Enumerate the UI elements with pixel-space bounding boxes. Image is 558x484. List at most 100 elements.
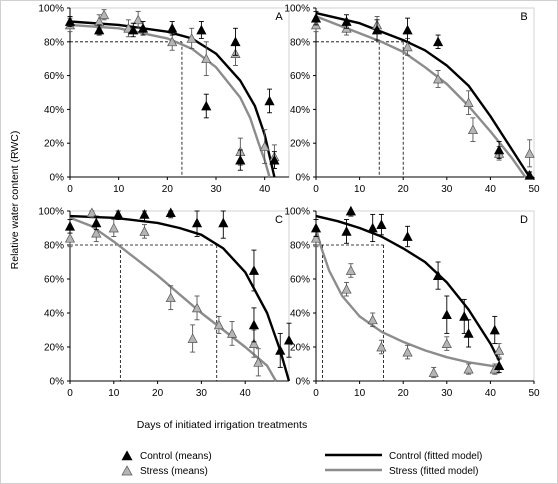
stress-mean-point [98, 9, 110, 21]
control-mean-point [139, 209, 150, 222]
control-mean-point [283, 322, 295, 358]
stress-mean-point [376, 339, 387, 355]
control-mean-point [494, 141, 505, 159]
control-mean-point [341, 14, 352, 29]
y-tick-label: 80% [44, 37, 64, 48]
x-tick-label: 30 [441, 388, 453, 399]
y-tick-label: 20% [44, 139, 64, 150]
y-tick-label: 60% [44, 275, 64, 286]
y-tick-label: 100% [284, 4, 310, 15]
x-tick-label: 0 [67, 388, 73, 399]
legend-stress-means-label: Stress (means) [140, 466, 208, 477]
x-tick-label: 0 [313, 388, 319, 399]
stress-mean-point [441, 336, 452, 351]
control-mean-point [402, 225, 413, 248]
stress-mean-point [463, 363, 474, 375]
y-tick-label: 60% [290, 71, 310, 82]
x-tick-label: 10 [113, 184, 125, 195]
control-mean-point [264, 88, 275, 114]
legend-control-means-label: Control (means) [140, 451, 212, 462]
stress-mean-point [186, 27, 197, 50]
legend-stress-model-label: Stress (fitted model) [389, 466, 478, 477]
stress-fitted-curve [315, 15, 527, 178]
y-tick-label: 0% [50, 377, 65, 388]
x-tick-label: 40 [240, 388, 252, 399]
stress-mean-point [428, 366, 439, 379]
stress-fitted-curve [69, 216, 277, 382]
panel-c: 0% 20% 40% 60% 80% 100% 0 10 20 30 40 C [38, 207, 295, 399]
panel-b: 0% 20% 40% 60% 80% 100% 0 10 20 30 40 50 B [284, 4, 540, 196]
panel-label: C [275, 214, 283, 226]
control-mean-point [167, 21, 178, 36]
x-tick-label: 20 [398, 184, 410, 195]
x-tick-label: 0 [313, 184, 319, 195]
x-tick-label: 40 [485, 184, 497, 195]
y-tick-label: 60% [44, 71, 64, 82]
stress-mean-point [108, 219, 119, 237]
legend-control-means-marker [121, 450, 133, 461]
control-mean-point [113, 209, 124, 220]
x-tick-label: 20 [162, 184, 174, 195]
panel-d: 0% 20% 40% 60% 80% 100% 0 10 20 30 40 50 D [284, 205, 540, 399]
panel-label: A [275, 11, 283, 23]
y-tick-label: 0% [296, 173, 311, 184]
x-tick-label: 40 [259, 184, 271, 195]
stress-mean-point [402, 344, 413, 360]
x-tick-label: 30 [441, 184, 453, 195]
control-mean-point [248, 249, 260, 292]
stress-mean-point [494, 343, 505, 358]
control-mean-point [218, 210, 229, 239]
stress-mean-point [167, 32, 178, 51]
control-fitted-curve [315, 214, 501, 362]
control-mean-point [248, 307, 260, 343]
stress-mean-point [213, 315, 225, 334]
y-tick-label: 20% [290, 139, 310, 150]
stress-mean-point [367, 312, 378, 328]
control-mean-point [367, 213, 378, 243]
control-mean-point [201, 93, 212, 119]
y-tick-label: 100% [38, 207, 64, 218]
control-mean-point [94, 24, 105, 36]
y-tick-label: 40% [290, 309, 310, 320]
control-mean-point [432, 261, 444, 290]
x-tick-label: 30 [210, 184, 222, 195]
control-mean-point [524, 170, 535, 180]
stress-mean-point [432, 70, 444, 88]
y-tick-label: 20% [44, 343, 64, 354]
legend: Control (means) Stress (means) Control (… [121, 450, 482, 477]
y-tick-label: 0% [296, 377, 311, 388]
legend-stress-means-marker [121, 465, 133, 476]
y-tick-label: 20% [290, 343, 310, 354]
control-mean-point [137, 21, 149, 36]
control-mean-point [463, 319, 474, 348]
panel-a: 0% 20% 40% 60% 80% 100% 0 10 20 30 40 A [38, 4, 290, 195]
stress-mean-point [467, 117, 479, 142]
control-mean-point [230, 27, 241, 56]
y-tick-label: 60% [290, 275, 310, 286]
control-fitted-curve [315, 11, 531, 178]
y-tick-label: 100% [38, 4, 64, 15]
legend-control-model-label: Control (fitted model) [389, 451, 482, 462]
control-mean-point [128, 22, 139, 38]
stress-mean-point [345, 263, 356, 278]
panel-label: D [520, 214, 528, 226]
stress-mean-point [341, 281, 352, 297]
control-mean-point [376, 213, 387, 236]
control-mean-point [489, 315, 500, 345]
control-mean-point [275, 332, 286, 368]
stress-mean-point [191, 295, 203, 321]
stress-mean-point [133, 10, 144, 29]
control-mean-point [64, 219, 76, 234]
stress-mean-point [259, 129, 270, 164]
control-mean-point [432, 34, 444, 50]
stress-mean-point [226, 321, 238, 346]
x-tick-label: 30 [196, 388, 208, 399]
control-mean-point [165, 207, 176, 219]
x-tick-label: 10 [108, 388, 120, 399]
stress-mean-point [201, 41, 212, 77]
control-mean-point [371, 19, 383, 41]
x-tick-label: 10 [354, 184, 366, 195]
x-tick-label: 40 [485, 388, 497, 399]
control-mean-point [310, 219, 322, 237]
